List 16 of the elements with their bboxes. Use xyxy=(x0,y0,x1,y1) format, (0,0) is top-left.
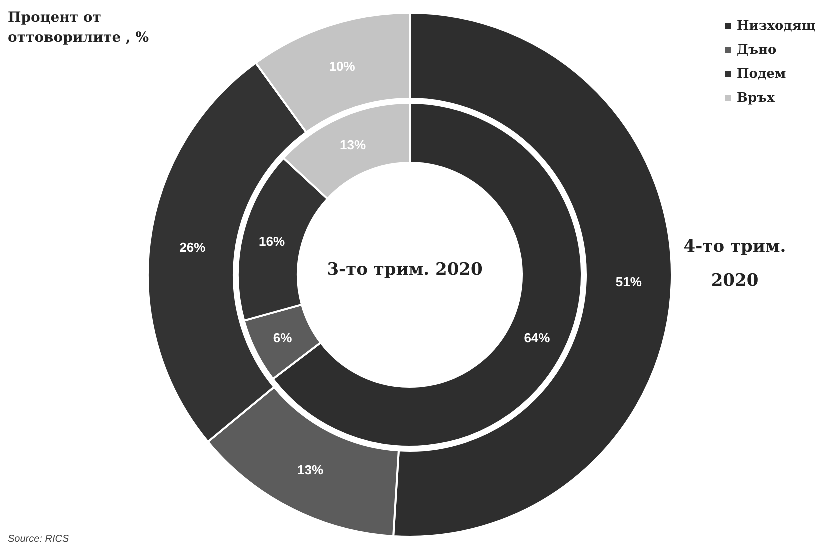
data-label: 64% xyxy=(524,330,551,346)
source-note: Source: RICS xyxy=(8,534,70,545)
legend-label: Връх xyxy=(737,90,775,106)
slice-label: 3-то трим. 2020 xyxy=(326,260,484,280)
chart-title: Процент от оттоворилите , % xyxy=(8,9,150,48)
data-label: 51% xyxy=(616,274,642,290)
legend-label: Подем xyxy=(737,66,786,82)
data-label: 6% xyxy=(273,330,293,346)
legend-label: Низходящ xyxy=(737,18,816,34)
legend-label: Дъно xyxy=(737,42,777,58)
data-label: 13% xyxy=(298,462,324,478)
data-label: 10% xyxy=(329,59,356,74)
slice-label: 4-то трим. 2020 xyxy=(682,236,788,293)
data-label: 16% xyxy=(258,234,286,250)
data-label: 26% xyxy=(180,240,206,256)
data-label: 13% xyxy=(340,137,367,152)
